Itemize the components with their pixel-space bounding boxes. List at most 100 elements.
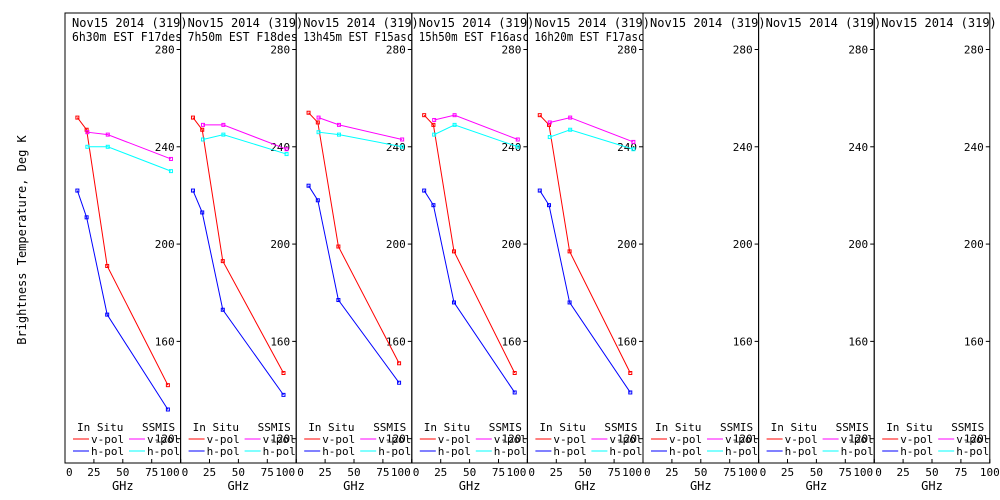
y-tick-label: 200 — [155, 238, 175, 251]
x-tick-label: 100 — [980, 466, 1000, 479]
panel-subtitle: 6h30m EST F17des — [72, 30, 182, 44]
data-point-insitu-h-pol — [422, 188, 427, 193]
y-tick-label: 280 — [155, 43, 175, 56]
data-point-insitu-v-pol — [431, 122, 436, 127]
panel-subtitle: 13h45m EST F15asc — [303, 30, 413, 44]
data-point-ssmis-h-pol — [284, 152, 289, 157]
legend-ssmis-title: SSMIS — [489, 421, 522, 434]
series-line-ssmis-h-pol — [87, 146, 172, 172]
legend-label-insitu-h-pol: h-pol — [207, 445, 240, 458]
data-point-insitu-v-pol — [537, 113, 542, 118]
series-line-insitu-h-pol — [539, 190, 631, 393]
data-point-insitu-h-pol — [512, 390, 517, 395]
chart-panels: Nov15 2014 (319)6h30m EST F17des12016020… — [64, 12, 1000, 493]
data-point-insitu-v-pol — [281, 371, 286, 375]
data-point-ssmis-v-pol — [85, 130, 90, 135]
y-axis-label: Brightness Temperature, Deg K — [15, 134, 29, 344]
data-point-insitu-v-pol — [628, 371, 633, 375]
data-point-ssmis-v-pol — [515, 137, 520, 142]
x-axis-label: GHz — [459, 479, 481, 493]
legend-label-insitu-h-pol: h-pol — [91, 445, 124, 458]
data-point-insitu-v-pol — [105, 263, 110, 268]
x-tick-label: 75 — [954, 466, 967, 479]
data-point-ssmis-h-pol — [336, 132, 341, 137]
legend-insitu-title: In Situ — [77, 421, 123, 434]
legend-label-ssmis-v-pol: v-pol — [725, 433, 758, 446]
y-tick-label: 120 — [733, 433, 753, 446]
legend-label-ssmis-h-pol: h-pol — [378, 445, 411, 458]
chart-panel: Nov15 2014 (319)13h45m EST F15asc 120 160 2… — [295, 12, 419, 493]
legend-label-ssmis-h-pol: h-pol — [494, 445, 527, 458]
series-line-ssmis-h-pol — [433, 124, 518, 148]
series-line-insitu-v-pol — [539, 114, 631, 374]
x-axis-label: GHz — [228, 479, 250, 493]
x-axis-label: GHz — [690, 479, 712, 493]
data-point-ssmis-v-pol — [432, 118, 437, 123]
legend-label-ssmis-v-pol: v-pol — [609, 433, 642, 446]
legend-ssmis-title: SSMIS — [142, 421, 175, 434]
y-tick-label: 120 — [848, 433, 868, 446]
y-tick-label: 120 — [386, 433, 406, 446]
x-tick-label: 0 — [66, 466, 73, 479]
y-tick-label: 280 — [733, 43, 753, 56]
legend-insitu-title: In Situ — [193, 421, 239, 434]
data-point-insitu-v-pol — [306, 110, 311, 115]
data-point-insitu-h-pol — [628, 390, 633, 395]
y-tick-label: 160 — [270, 335, 290, 348]
data-point-insitu-h-pol — [165, 407, 170, 412]
legend-label-ssmis-v-pol: v-pol — [956, 433, 989, 446]
data-point-insitu-h-pol — [315, 198, 320, 203]
data-point-insitu-v-pol — [165, 383, 170, 388]
panel-subtitle: 7h50m EST F18des — [188, 30, 298, 44]
y-tick-label: 200 — [386, 238, 406, 251]
x-tick-label: 0 — [644, 466, 651, 479]
data-point-ssmis-v-pol — [400, 137, 405, 142]
data-point-ssmis-v-pol — [336, 122, 341, 127]
data-point-ssmis-h-pol — [432, 132, 437, 137]
panel-subtitle: 16h20m EST F17asc — [534, 30, 644, 44]
data-point-insitu-v-pol — [512, 371, 517, 375]
panel-title: Nov15 2014 (319) — [766, 16, 882, 30]
data-point-ssmis-v-pol — [105, 132, 110, 137]
series-line-ssmis-h-pol — [549, 129, 634, 150]
x-tick-label: 50 — [347, 466, 360, 479]
data-point-ssmis-h-pol — [631, 147, 636, 152]
y-tick-label: 240 — [733, 141, 753, 154]
x-tick-label: 75 — [607, 466, 620, 479]
y-tick-label: 160 — [617, 335, 637, 348]
y-tick-label: 240 — [964, 141, 984, 154]
x-tick-label: 100 — [275, 466, 295, 479]
x-tick-label: 75 — [839, 466, 852, 479]
data-point-ssmis-h-pol — [200, 137, 205, 142]
x-tick-label: 25 — [665, 466, 678, 479]
x-axis-label: GHz — [343, 479, 365, 493]
panel-title: Nov15 2014 (319) — [72, 16, 188, 30]
data-point-insitu-h-pol — [451, 300, 456, 305]
x-tick-label: 25 — [896, 466, 909, 479]
series-line-ssmis-h-pol — [202, 134, 287, 155]
y-tick-label: 120 — [155, 433, 175, 446]
data-point-ssmis-v-pol — [568, 115, 573, 120]
x-tick-label: 25 — [434, 466, 447, 479]
y-tick-label: 280 — [848, 43, 868, 56]
chart-panel: Nov15 2014 (319) 120 160 200 240 280 0 25 50 75 10… — [642, 12, 766, 493]
x-tick-label: 0 — [875, 466, 882, 479]
data-point-insitu-h-pol — [75, 188, 80, 193]
x-tick-label: 0 — [297, 466, 304, 479]
x-tick-label: 100 — [622, 466, 642, 479]
data-point-ssmis-h-pol — [400, 144, 405, 149]
legend-label-insitu-h-pol: h-pol — [669, 445, 702, 458]
data-point-insitu-h-pol — [190, 188, 195, 193]
series-line-insitu-v-pol — [423, 114, 516, 374]
y-tick-label: 280 — [617, 43, 637, 56]
x-tick-label: 100 — [507, 466, 527, 479]
series-line-ssmis-h-pol — [318, 131, 403, 148]
x-tick-label: 0 — [182, 466, 189, 479]
y-tick-label: 200 — [964, 238, 984, 251]
y-tick-label: 240 — [502, 141, 522, 154]
legend-insitu-title: In Situ — [771, 421, 817, 434]
